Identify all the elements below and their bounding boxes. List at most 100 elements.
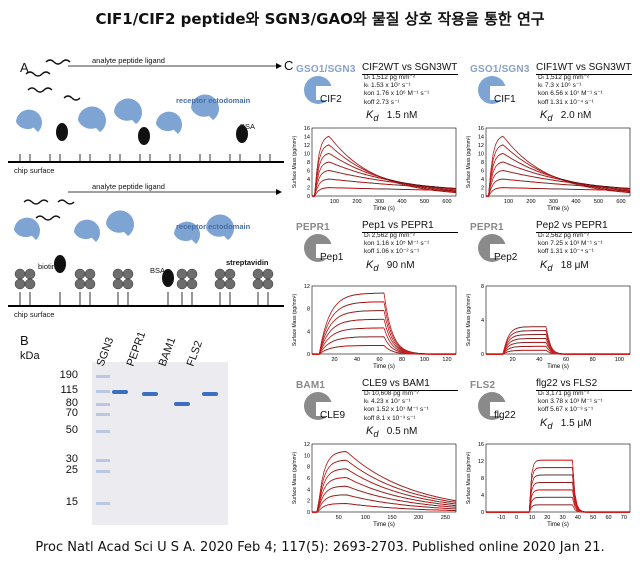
- fit-curve: [312, 170, 457, 197]
- x-tick-label: 70: [621, 515, 627, 521]
- kinetic-param: Dₗ 1,512 pg mm⁻²: [364, 74, 416, 81]
- data-curve: [312, 170, 457, 197]
- receptor-name: PEPR1: [470, 222, 504, 233]
- x-tick-label: 60: [376, 357, 382, 363]
- y-tick-label: 0: [481, 194, 484, 200]
- spr-plot-pep1: PEPR1 Pep1 Pep1 vs PEPR1 Dₗ 2,562 pg mm⁻…: [290, 218, 460, 374]
- x-tick-label: 100: [361, 515, 370, 521]
- ligand-name: CLE9: [320, 410, 346, 421]
- kd-value: Kd 2.0 nM: [540, 108, 592, 123]
- y-tick-label: 2: [307, 186, 310, 192]
- fit-curve: [312, 486, 457, 513]
- kinetic-param: kon 3.78 x 10³ M⁻¹ s⁻¹: [538, 398, 603, 406]
- y-tick-label: 14: [304, 135, 310, 141]
- data-curve: [312, 187, 457, 197]
- gel-band-sgn3: [112, 390, 128, 394]
- y-tick-label: 10: [304, 453, 310, 459]
- x-tick-label: 250: [441, 515, 450, 521]
- data-curve: [312, 345, 456, 355]
- ligand-name: CIF2: [320, 94, 342, 105]
- y-tick-label: 4: [307, 329, 310, 335]
- ladder-band: [96, 502, 110, 505]
- fit-curve: [486, 489, 630, 513]
- kd-value: Kd 18 μM: [540, 258, 589, 273]
- data-curve: [312, 468, 457, 513]
- bsa-label-bottom: BSA: [150, 266, 166, 275]
- gel-marker-50: 50: [65, 424, 78, 436]
- y-tick-label: 8: [307, 465, 310, 471]
- y-tick-label: 16: [478, 442, 484, 448]
- y-tick-label: 8: [481, 160, 484, 166]
- plot-title: CIF1WT vs SGN3WT: [536, 62, 632, 75]
- gel-marker-115: 115: [60, 384, 78, 396]
- fit-curve: [486, 460, 630, 513]
- spr-plot-cif2: GSO1/SGN3 CIF2 CIF2WT vs SGN3WT Dₗ 1,512…: [290, 60, 460, 216]
- x-tick-label: 0: [515, 515, 518, 521]
- ladder-band: [96, 375, 110, 378]
- data-curve: [312, 451, 457, 513]
- plot-frame: [311, 443, 457, 513]
- x-tick-label: 60: [605, 515, 611, 521]
- y-axis-label: Surface Mass (pg/mm²): [292, 452, 298, 505]
- gel-band-pepr1: [142, 392, 158, 396]
- receptor-icon-notch: [316, 244, 334, 258]
- y-tick-label: 8: [481, 284, 484, 290]
- y-tick-label: 4: [481, 177, 484, 183]
- x-axis-label: Time (s): [547, 364, 569, 370]
- data-curve: [312, 503, 457, 513]
- kinetic-param: kon 1.52 x 10⁷ M⁻¹ s⁻¹: [364, 406, 429, 414]
- x-tick-label: 200: [352, 199, 361, 205]
- bsa-label-top: BSA: [240, 122, 256, 131]
- x-axis-label: Time (s): [547, 522, 569, 528]
- x-axis-label: Time (s): [547, 206, 569, 212]
- y-tick-label: 4: [481, 318, 484, 324]
- x-axis-label: Time (s): [373, 364, 395, 370]
- receptor-icon-notch: [490, 244, 508, 258]
- y-tick-label: 12: [478, 459, 484, 465]
- plot-title: Pep2 vs PEPR1: [536, 220, 632, 233]
- receptor-name: GSO1/SGN3: [296, 64, 356, 75]
- x-tick-label: 50: [590, 515, 596, 521]
- x-tick-label: 100: [420, 357, 429, 363]
- fit-curve: [486, 504, 630, 513]
- y-tick-label: 4: [307, 177, 310, 183]
- kinetic-param: Dₗ 1,512 pg mm⁻²: [538, 74, 590, 81]
- fit-curve: [312, 161, 457, 197]
- receptor-name: FLS2: [470, 380, 496, 391]
- citation: Proc Natl Acad Sci U S A. 2020 Feb 4; 11…: [35, 540, 605, 555]
- data-curve: [312, 477, 457, 513]
- y-tick-label: 2: [481, 186, 484, 192]
- kinetic-param: koff 1.06 x 10⁻² s⁻¹: [364, 248, 420, 256]
- gel-marker-70: 70: [65, 407, 78, 419]
- y-tick-label: 0: [307, 194, 310, 200]
- ligand-name: flg22: [494, 410, 516, 421]
- receptor-name: BAM1: [296, 380, 326, 391]
- kinetic-param: kₜ 4.23 x 10⁷ s⁻¹: [364, 398, 411, 406]
- x-axis-label: Time (s): [373, 206, 395, 212]
- ligand-name: CIF1: [494, 94, 516, 105]
- x-axis-label: Time (s): [373, 522, 395, 528]
- spr-plot-cle9: BAM1 CLE9 CLE9 vs BAM1 Dₗ 10,608 pg mm⁻²…: [290, 376, 460, 532]
- spr-plot-pep2: PEPR1 Pep2 Pep2 vs PEPR1 Dₗ 2,562 pg mm⁻…: [464, 218, 634, 374]
- x-tick-label: 100: [615, 357, 624, 363]
- panel-b-label: B: [20, 333, 29, 348]
- ladder-band: [96, 413, 110, 416]
- fit-curve: [312, 136, 457, 197]
- y-tick-label: 8: [481, 476, 484, 482]
- kinetic-param: kon 7.25 x 10³ M⁻¹ s⁻¹: [538, 240, 603, 248]
- x-tick-label: 40: [536, 357, 542, 363]
- ladder-band: [96, 390, 110, 393]
- receptor-label-top: receptor ectodomain: [176, 96, 251, 105]
- plot-frame: [485, 443, 631, 513]
- sensorgram: 0 4 8 12 20 40 60 80 100 120 Time (s) Surface Mass …: [292, 284, 457, 370]
- x-tick-label: 10: [529, 515, 535, 521]
- y-tick-label: 12: [304, 442, 310, 448]
- kinetic-param: kon 1.76 x 10⁶ M⁻¹ s⁻¹: [364, 90, 430, 98]
- ladder-band: [96, 459, 110, 462]
- x-tick-label: 20: [544, 515, 550, 521]
- spr-plot-flg22: FLS2 flg22 flg22 vs FLS2 Dₗ 3,171 pg mm⁻…: [464, 376, 634, 532]
- y-tick-label: 16: [304, 126, 310, 132]
- data-curve: [486, 489, 630, 513]
- kd-value: Kd 90 nM: [366, 258, 415, 273]
- ladder-band: [96, 470, 110, 473]
